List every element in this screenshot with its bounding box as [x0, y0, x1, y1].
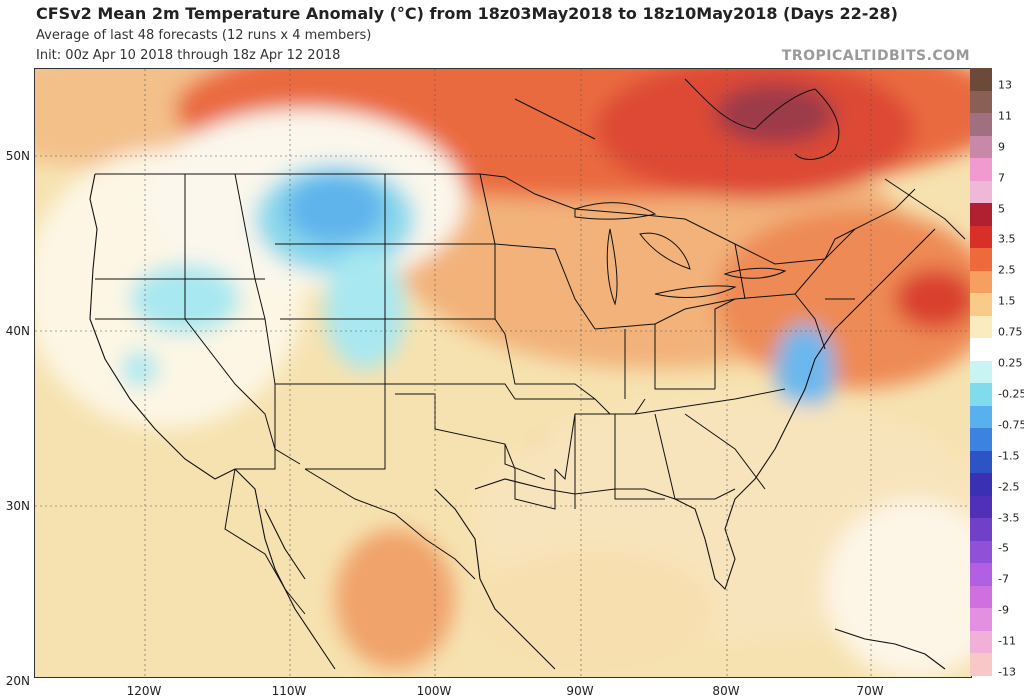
colorbar-label: 0.25	[998, 356, 1023, 370]
colorbar-segment	[970, 68, 992, 91]
colorbar-segment	[970, 450, 992, 474]
colorbar-label: -0.25	[998, 387, 1024, 401]
colorbar-segment	[970, 518, 992, 542]
colorbar-segment	[970, 225, 992, 249]
colorbar-label: -7	[998, 572, 1009, 586]
temperature-anomaly-map[interactable]	[34, 68, 972, 678]
colorbar-segment	[970, 608, 992, 632]
brand-watermark: TROPICALTIDBITS.COM	[781, 48, 970, 64]
colorbar-label: 11	[998, 109, 1012, 123]
colorbar-segment	[970, 90, 992, 114]
northern-coastlines	[514, 78, 966, 240]
colorbar-segment	[970, 113, 992, 137]
lon-label-110w: 110W	[271, 684, 307, 698]
colorbar-segment	[970, 585, 992, 609]
colorbar-label: -1.5	[998, 449, 1020, 463]
colorbar	[970, 68, 992, 677]
lon-label-70w: 70W	[856, 684, 884, 698]
colorbar-segment	[970, 270, 992, 294]
graticule	[35, 69, 971, 677]
anomaly-shading	[35, 69, 971, 677]
coastlines	[89, 173, 946, 670]
colorbar-label: 13	[998, 78, 1012, 92]
colorbar-label: 1.5	[998, 294, 1016, 308]
colorbar-label: 9	[998, 140, 1005, 154]
colorbar-segment	[970, 563, 992, 587]
colorbar-segment	[970, 473, 992, 497]
colorbar-segment	[970, 630, 992, 654]
state-borders	[95, 173, 916, 615]
colorbar-label: -0.75	[998, 418, 1024, 432]
colorbar-segment	[970, 248, 992, 272]
lon-label-120w: 120W	[126, 684, 162, 698]
map-title: CFSv2 Mean 2m Temperature Anomaly (°C) f…	[36, 4, 898, 23]
colorbar-label: 2.5	[998, 263, 1016, 277]
colorbar-segment	[970, 540, 992, 564]
colorbar-label: -11	[998, 634, 1016, 648]
colorbar-segment	[970, 360, 992, 384]
colorbar-label: 5	[998, 202, 1005, 216]
colorbar-segment	[970, 203, 992, 227]
lat-label-50n: 50N	[5, 149, 30, 163]
lat-label-30n: 30N	[5, 499, 30, 513]
lat-label-20n: 20N	[5, 674, 30, 688]
colorbar-label: -3.5	[998, 511, 1020, 525]
lon-label-80w: 80W	[712, 684, 740, 698]
map-subtitle-init: Init: 00z Apr 10 2018 through 18z Apr 12…	[36, 48, 341, 63]
colorbar-segment	[970, 135, 992, 159]
colorbar-segment	[970, 293, 992, 317]
colorbar-segment	[970, 158, 992, 182]
colorbar-segment	[970, 653, 992, 677]
colorbar-segment	[970, 428, 992, 452]
map-subtitle-forecasts: Average of last 48 forecasts (12 runs x …	[36, 28, 372, 43]
lon-label-90w: 90W	[566, 684, 594, 698]
colorbar-segment	[970, 180, 992, 204]
lon-label-100w: 100W	[416, 684, 452, 698]
colorbar-segment	[970, 383, 992, 407]
colorbar-label: -13	[998, 665, 1016, 679]
colorbar-label: 0.75	[998, 325, 1023, 339]
colorbar-label: -2.5	[998, 480, 1020, 494]
lat-label-40n: 40N	[5, 324, 30, 338]
colorbar-label: -9	[998, 603, 1009, 617]
map-canvas	[35, 69, 971, 677]
colorbar-segment	[970, 315, 992, 339]
colorbar-segment	[970, 495, 992, 519]
colorbar-segment	[970, 338, 992, 362]
colorbar-label: 3.5	[998, 232, 1016, 246]
colorbar-label: 7	[998, 171, 1005, 185]
great-lakes	[574, 202, 787, 306]
colorbar-segment	[970, 405, 992, 429]
colorbar-label: -5	[998, 541, 1009, 555]
